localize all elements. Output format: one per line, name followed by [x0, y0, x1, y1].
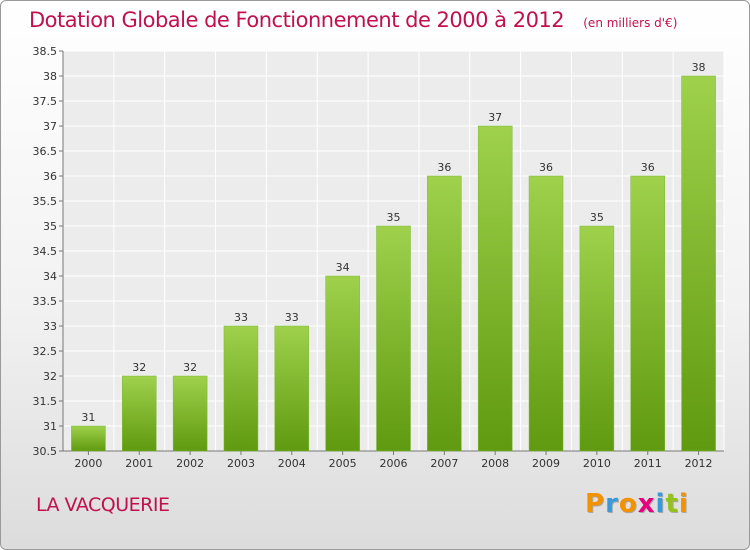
bar — [172, 375, 208, 452]
bar-value-label: 35 — [590, 211, 604, 224]
x-tick-label: 2008 — [481, 457, 509, 470]
commune-name: LA VACQUERIE — [36, 494, 170, 516]
bar-value-label: 36 — [437, 161, 451, 174]
bar-value-label: 34 — [336, 261, 350, 274]
y-tick-label: 31.5 — [33, 395, 58, 408]
bar-value-label: 33 — [285, 311, 299, 324]
x-tick-label: 2004 — [278, 457, 306, 470]
y-tick-label: 36 — [43, 170, 57, 183]
bar-value-label: 32 — [183, 361, 197, 374]
bar — [579, 225, 615, 452]
logo-letter: o — [618, 489, 638, 519]
x-tick-label: 2009 — [532, 457, 560, 470]
bar — [477, 125, 513, 452]
y-tick-label: 38.5 — [33, 45, 58, 58]
x-tick-label: 2003 — [227, 457, 255, 470]
x-tick-label: 2011 — [634, 457, 662, 470]
x-tick-label: 2002 — [176, 457, 204, 470]
bar — [71, 425, 106, 452]
y-tick-label: 34.5 — [33, 245, 58, 258]
logo-letter: r — [605, 489, 619, 519]
x-tick-label: 2000 — [74, 457, 102, 470]
logo-letter: i — [678, 489, 689, 519]
y-tick-label: 37 — [43, 120, 57, 133]
bar-value-label: 36 — [641, 161, 655, 174]
bar — [223, 325, 259, 452]
bar — [376, 225, 411, 452]
bar-value-label: 36 — [539, 161, 553, 174]
x-tick-label: 2007 — [430, 457, 458, 470]
y-tick-label: 33 — [43, 320, 57, 333]
x-tick-label: 2001 — [125, 457, 153, 470]
bar-value-label: 37 — [488, 111, 502, 124]
x-tick-label: 2010 — [583, 457, 611, 470]
bar — [274, 325, 310, 452]
y-tick-label: 32 — [43, 370, 57, 383]
bar-value-label: 38 — [692, 61, 706, 74]
bar-value-label: 31 — [81, 411, 95, 424]
bar-value-label: 32 — [132, 361, 146, 374]
logo-letter: t — [665, 489, 679, 519]
x-tick-label: 2012 — [685, 457, 713, 470]
y-tick-label: 35 — [43, 220, 57, 233]
bar — [528, 175, 564, 452]
y-tick-label: 35.5 — [33, 195, 58, 208]
bar — [427, 175, 462, 452]
proxiti-logo[interactable]: Proxiti — [585, 489, 689, 519]
bar — [325, 275, 360, 452]
y-tick-label: 36.5 — [33, 145, 58, 158]
y-tick-label: 32.5 — [33, 345, 58, 358]
bar — [122, 375, 157, 452]
logo-letter: x — [637, 489, 656, 519]
y-tick-label: 34 — [43, 270, 57, 283]
y-tick-label: 31 — [43, 420, 57, 433]
bar — [630, 175, 665, 452]
y-tick-label: 37.5 — [33, 95, 58, 108]
logo-letter: P — [585, 489, 606, 519]
logo-letter: i — [655, 489, 666, 519]
chart-unit: (en milliers d'€) — [583, 16, 678, 30]
y-tick-label: 33.5 — [33, 295, 58, 308]
bar — [681, 75, 716, 452]
y-tick-label: 30.5 — [33, 445, 58, 458]
y-tick-label: 38 — [43, 70, 57, 83]
chart-title: Dotation Globale de Fonctionnement de 20… — [29, 8, 565, 32]
x-tick-label: 2006 — [380, 457, 408, 470]
title-row: Dotation Globale de Fonctionnement de 20… — [29, 8, 677, 32]
bar-value-label: 33 — [234, 311, 248, 324]
bar-value-label: 35 — [387, 211, 401, 224]
x-tick-label: 2005 — [329, 457, 357, 470]
